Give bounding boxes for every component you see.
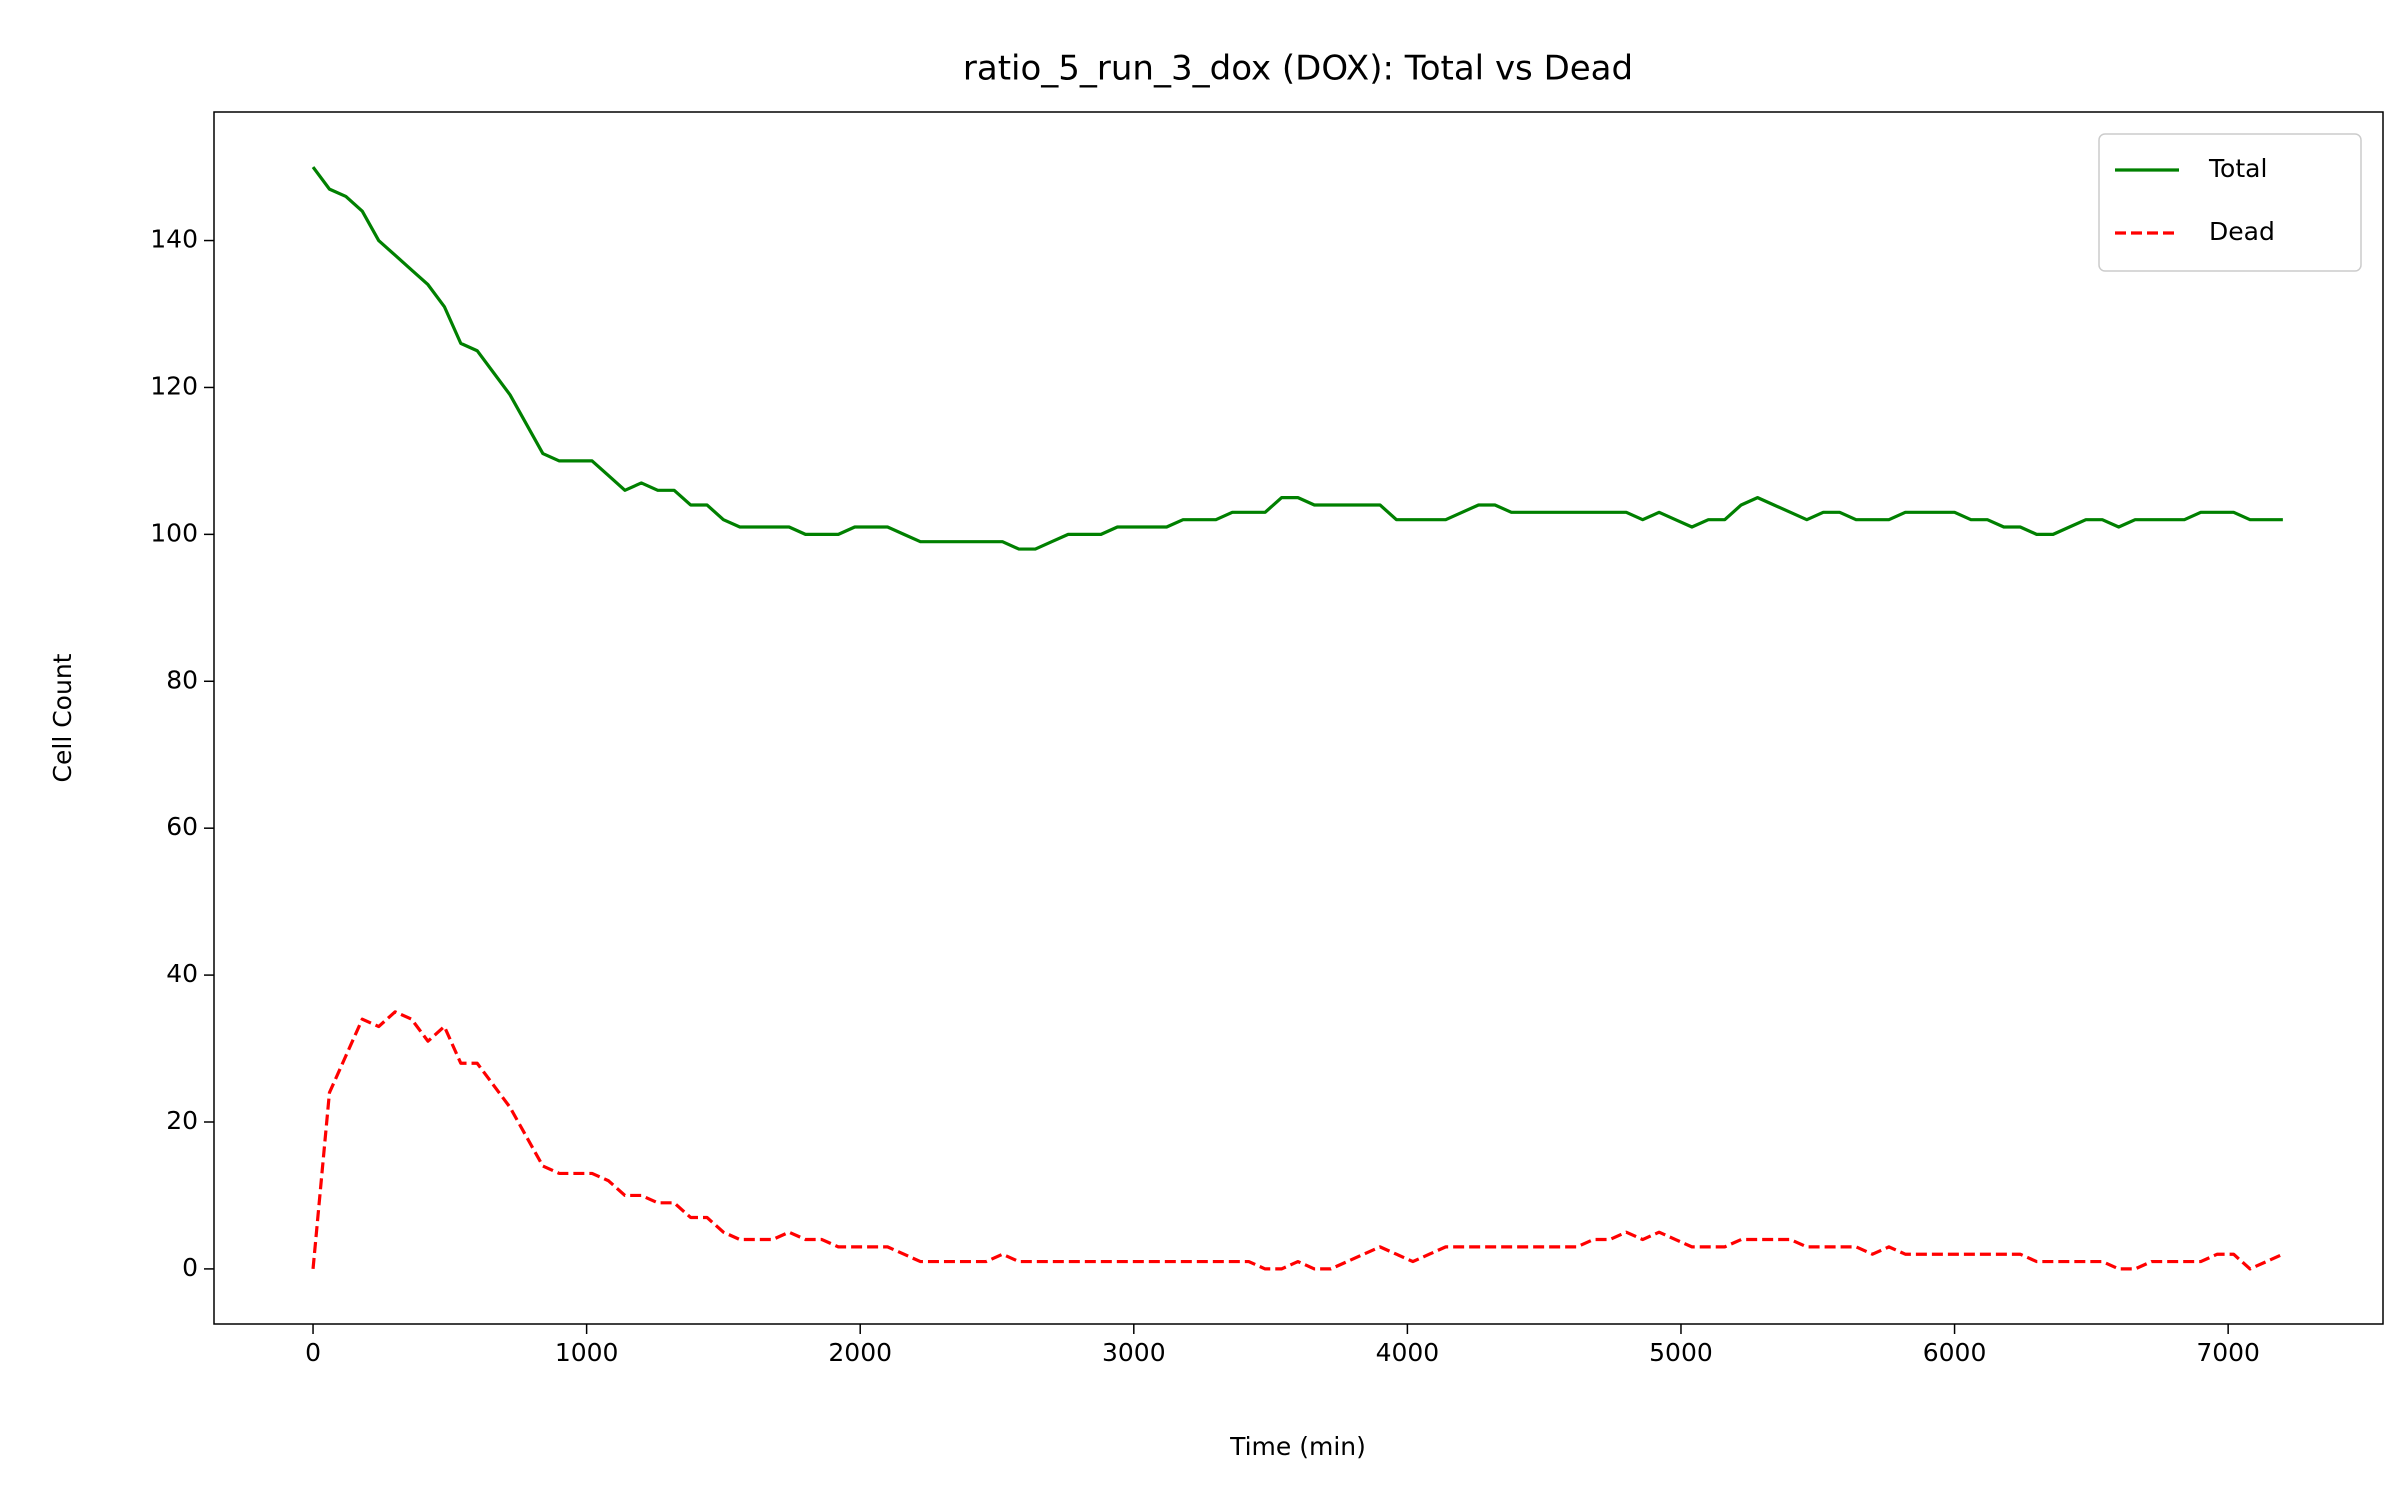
data-line: [311, 166, 2283, 551]
y-tick-label: 20: [166, 1106, 198, 1135]
y-tick-label: 80: [166, 665, 198, 694]
y-tick-label: 120: [150, 371, 198, 400]
legend-label: Total: [2208, 154, 2267, 183]
y-tick-label: 140: [150, 225, 198, 254]
x-tick-label: 3000: [1102, 1338, 1166, 1367]
y-tick-label: 0: [182, 1253, 198, 1282]
y-tick-label: 60: [166, 812, 198, 841]
chart-title: ratio_5_run_3_dox (DOX): Total vs Dead: [963, 49, 1633, 89]
x-tick-label: 6000: [1923, 1338, 1987, 1367]
legend-box: [2098, 133, 2362, 272]
y-tick-label: 100: [150, 518, 198, 547]
y-tick-label: 40: [166, 959, 198, 988]
legend-label: Dead: [2209, 217, 2275, 246]
y-axis-label: Cell Count: [48, 653, 77, 782]
x-tick-label: 2000: [828, 1338, 892, 1367]
x-tick-label: 5000: [1649, 1338, 1713, 1367]
data-line: [311, 1010, 2284, 1271]
x-tick-label: 0: [305, 1338, 321, 1367]
x-tick-label: 1000: [555, 1338, 619, 1367]
plot-frame: [213, 111, 2384, 1325]
x-tick-label: 4000: [1376, 1338, 1440, 1367]
x-tick-label: 7000: [2196, 1338, 2260, 1367]
x-axis-label: Time (min): [1229, 1432, 1366, 1461]
